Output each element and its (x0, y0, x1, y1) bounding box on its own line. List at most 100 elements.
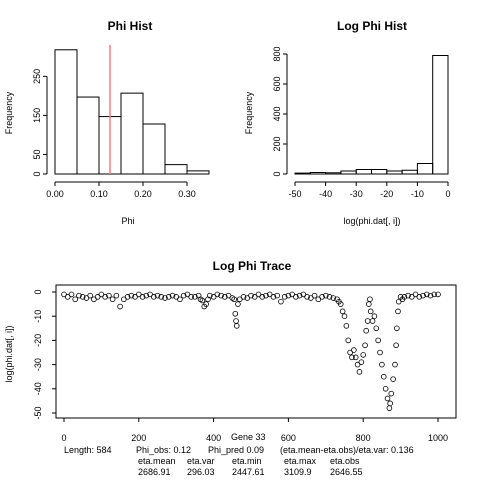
trace-point (356, 369, 363, 375)
y-tick-label: 150 (32, 108, 42, 123)
hist-bar (371, 169, 388, 175)
trace-point (311, 292, 318, 299)
trace-point (274, 292, 280, 299)
hist-bar (325, 172, 342, 175)
trace-point (431, 291, 438, 298)
trace-point (392, 361, 398, 368)
trace-point (352, 354, 359, 361)
trace-point (180, 292, 187, 299)
trace-point (322, 292, 329, 299)
y-tick-label: 600 (272, 76, 282, 91)
trace-point (76, 292, 82, 299)
phi-hist-xlabel: Phi (121, 216, 134, 226)
trace-point (390, 376, 396, 382)
trace-point (165, 294, 172, 300)
trace-point (281, 294, 288, 300)
y-tick-label: 800 (272, 46, 282, 61)
hist-bar (386, 170, 403, 175)
phi-hist-bars (54, 45, 210, 175)
trace-point (360, 352, 367, 358)
trace-point (304, 294, 310, 300)
log-phi-trace-title: Log Phi Trace (213, 259, 292, 273)
trace-point (293, 294, 299, 300)
trace-point (199, 297, 206, 304)
trace-point (278, 298, 284, 305)
x-tick-label: -50 (288, 189, 301, 199)
phi-hist-panel: Phi Hist Phi Frequency 0.00 0.10 0.20 0.300… (4, 19, 210, 226)
trace-point (377, 349, 383, 356)
trace-point (371, 313, 378, 320)
y-tick-label: 0 (32, 171, 42, 176)
hist-bar (142, 123, 166, 175)
stat-eta-max: 3109.9 (284, 467, 312, 477)
phi-hist-axes: 0.00 0.10 0.20 0.30 0 50 150 250 (32, 69, 196, 199)
trace-point (349, 354, 355, 361)
trace-point (128, 292, 135, 299)
trace-point (375, 337, 381, 344)
stat-eta-obs-label: eta.obs (330, 456, 360, 466)
trace-point (113, 292, 120, 299)
trace-point (192, 294, 198, 300)
trace-point (124, 294, 131, 300)
trace-point (416, 294, 423, 300)
trace-point (379, 361, 385, 368)
x-tick-label: -10 (411, 189, 424, 199)
stat-eta-min: 2447.61 (232, 467, 265, 477)
trace-point (139, 294, 146, 300)
y-tick-label: -50 (33, 406, 43, 419)
trace-point (218, 292, 224, 299)
trace-plot-box (55, 284, 457, 419)
log-phi-hist-title: Log Phi Hist (337, 19, 407, 33)
phi-hist-ylabel: Frequency (4, 91, 14, 134)
trace-point (401, 294, 408, 300)
trace-point (394, 325, 400, 332)
trace-point (405, 292, 411, 299)
trace-point (177, 296, 183, 303)
trace-point (358, 359, 365, 365)
y-tick-label: -40 (33, 382, 43, 395)
stat-eta-var-label: eta.var (187, 456, 215, 466)
x-tick-label: 400 (206, 433, 221, 443)
stat-eta-obs: 2646.55 (330, 467, 363, 477)
log-phi-hist-axes: -50 -40 -30 -20 -10 0 0 200 400 600 800 (272, 46, 451, 199)
x-tick-label: 600 (281, 433, 296, 443)
trace-point (296, 292, 303, 299)
trace-point (337, 301, 344, 307)
trace-point (248, 292, 254, 299)
trace-point (143, 292, 150, 299)
y-tick-label: -10 (33, 310, 43, 323)
trace-point (435, 291, 441, 298)
stat-length: Length: 584 (64, 445, 112, 455)
hist-bar (432, 55, 449, 175)
trace-point (367, 296, 373, 303)
trace-point (362, 342, 368, 349)
trace-point (363, 327, 369, 334)
trace-point (395, 308, 401, 315)
x-tick-label: 0.10 (90, 189, 108, 199)
trace-point (235, 301, 241, 307)
x-tick-label: 200 (131, 433, 146, 443)
trace-point (150, 294, 157, 300)
trace-point (384, 395, 391, 402)
trace-point (420, 292, 426, 299)
stat-eta-mean-label: eta.mean (138, 456, 176, 466)
phi-hist-title: Phi Hist (108, 19, 153, 33)
trace-point (232, 310, 239, 317)
trace-point (364, 318, 371, 324)
trace-point (162, 295, 168, 301)
y-tick-label: -30 (33, 358, 43, 371)
trace-point (169, 292, 176, 299)
y-tick-label: 0 (272, 171, 282, 176)
hist-bar (294, 172, 311, 175)
trace-point (233, 323, 240, 329)
trace-point (330, 295, 337, 301)
trace-point (240, 294, 247, 300)
hist-bar (340, 170, 357, 175)
hist-bar (76, 96, 100, 175)
y-tick-label: 400 (272, 106, 282, 121)
y-tick-label: 50 (32, 149, 42, 159)
y-tick-label: 0 (33, 289, 43, 294)
trace-point (366, 301, 372, 307)
log-phi-hist-ylabel: Frequency (244, 91, 254, 134)
